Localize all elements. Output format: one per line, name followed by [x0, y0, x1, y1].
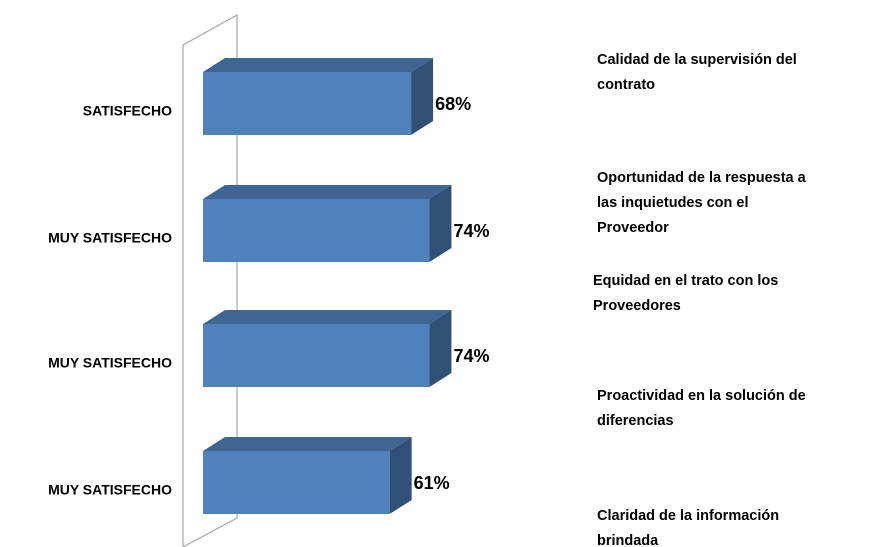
bar [203, 437, 412, 514]
bar-front [203, 72, 412, 135]
annotation: contrato [597, 77, 655, 93]
value-label: 68% [435, 94, 471, 114]
back-wall [182, 13, 238, 547]
annotation: Proveedor [597, 220, 669, 236]
category-label: MUY SATISFECHO [48, 355, 172, 371]
bar-side [389, 437, 412, 514]
bar-top [203, 437, 412, 451]
category-label: MUY SATISFECHO [48, 482, 172, 498]
category-label: MUY SATISFECHO [48, 230, 172, 246]
bar-front [203, 199, 430, 262]
value-label: 61% [414, 473, 450, 493]
value-label: 74% [453, 221, 489, 241]
bar-front [203, 451, 390, 514]
annotation: diferencias [597, 413, 674, 429]
bar-top [203, 310, 452, 324]
annotation: Proactividad en la solución de [597, 388, 806, 404]
bar-side [429, 310, 452, 387]
bar-side [411, 58, 434, 135]
bar-front [203, 324, 430, 387]
bar-top [203, 185, 452, 199]
bar [203, 185, 452, 262]
annotation: Claridad de la información [597, 508, 779, 524]
annotation: Proveedores [593, 298, 681, 314]
annotation: las inquietudes con el [597, 195, 748, 211]
bar-side [429, 185, 452, 262]
annotation: Equidad en el trato con los [593, 273, 778, 289]
annotation: Calidad de la supervisión del [597, 52, 797, 68]
bar-top [203, 58, 434, 72]
category-label: SATISFECHO [83, 103, 172, 119]
bar [203, 310, 452, 387]
value-label: 74% [453, 346, 489, 366]
bar [203, 58, 434, 135]
annotation: Oportunidad de la respuesta a [597, 170, 807, 186]
annotation: brindada [597, 533, 659, 547]
